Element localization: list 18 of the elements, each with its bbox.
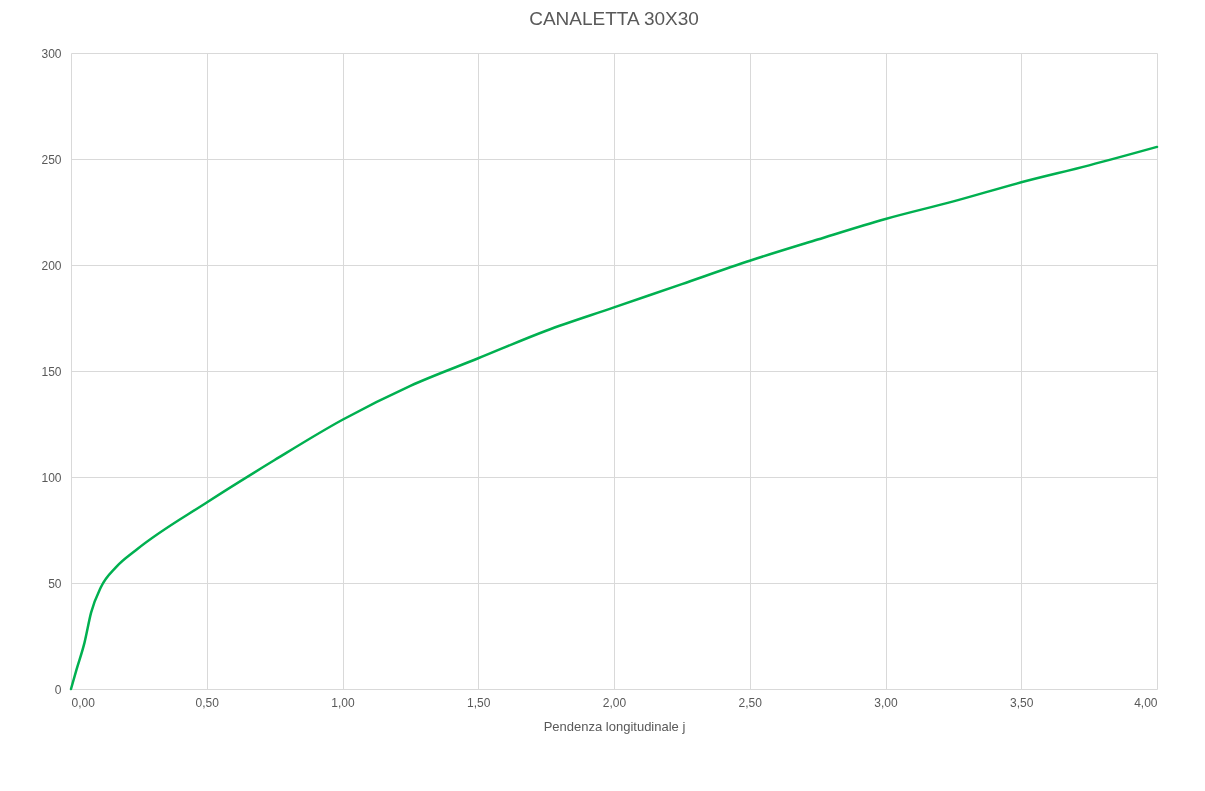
y-tick-label: 250 <box>41 152 62 167</box>
x-tick-label: 1,50 <box>467 695 491 710</box>
y-tick-label: 0 <box>54 682 62 697</box>
x-tick-label: 2,00 <box>602 695 627 710</box>
x-tick-label: 1,00 <box>331 695 355 710</box>
y-tick-label: 200 <box>41 258 62 273</box>
x-axis-title: Pendenza longitudinale j <box>543 718 686 734</box>
y-tick-label: 50 <box>48 576 62 591</box>
x-tick-label: 3,00 <box>874 695 898 710</box>
y-tick-label: 150 <box>41 364 62 379</box>
chart-title: CANALETTA 30X30 <box>529 8 699 29</box>
y-tick-label: 300 <box>41 46 62 61</box>
x-tick-label: 0,00 <box>71 695 96 710</box>
x-tick-label: 0,50 <box>195 695 220 710</box>
x-tick-label: 2,50 <box>738 695 763 710</box>
x-tick-label: 3,50 <box>1010 695 1034 710</box>
x-tick-label: 4,00 <box>1134 695 1158 710</box>
y-tick-label: 100 <box>41 470 62 485</box>
